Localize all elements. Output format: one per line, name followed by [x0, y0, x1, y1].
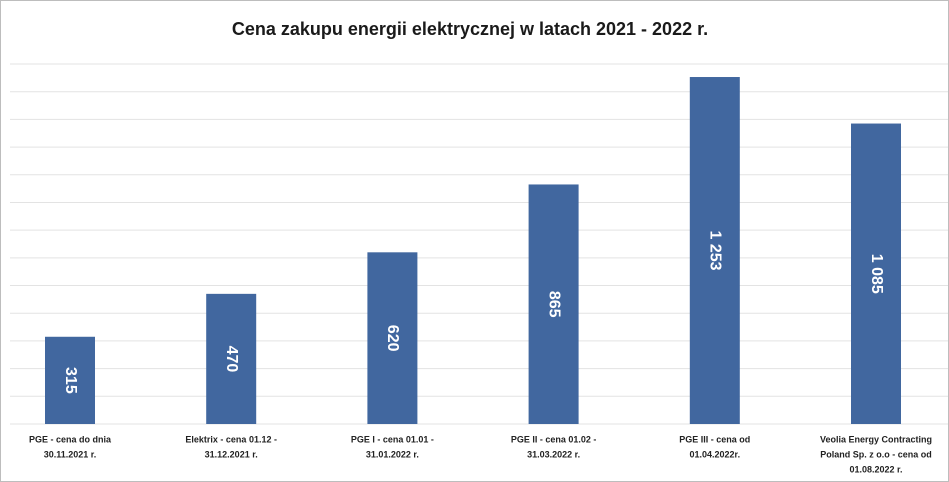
bar	[206, 293, 257, 424]
x-tick-label: PGE I - cena 01.01 -	[351, 434, 434, 444]
x-tick-label: Poland Sp. z o.o - cena od	[820, 449, 932, 459]
x-tick-label: 30.11.2021 r.	[44, 449, 97, 459]
x-tick-label: PGE III - cena od	[679, 434, 750, 444]
value-label: 470	[223, 346, 240, 373]
x-tick-label: 31.12.2021 r.	[205, 449, 258, 459]
bar	[45, 336, 95, 424]
x-tick-label: Elektrix - cena 01.12 -	[185, 434, 277, 444]
chart-title: Cena zakupu energii elektrycznej w latac…	[232, 19, 708, 39]
value-label: 315	[62, 367, 79, 394]
x-tick-label: PGE - cena do dnia	[29, 434, 112, 444]
value-label: 865	[545, 291, 562, 318]
bar	[528, 184, 579, 424]
value-label: 1 253	[707, 230, 724, 270]
x-tick-label: Veolia Energy Contracting	[820, 434, 932, 444]
x-tick-label: 01.08.2022 r.	[849, 464, 902, 474]
x-tick-label: 01.04.2022r.	[690, 449, 741, 459]
x-tick-label: 31.01.2022 r.	[366, 449, 419, 459]
bar	[367, 252, 418, 424]
value-label: 1 085	[868, 254, 885, 294]
value-label: 620	[384, 325, 401, 352]
x-tick-label: PGE II - cena 01.02 -	[511, 434, 597, 444]
bar	[851, 123, 901, 425]
x-tick-label: 31.03.2022 r.	[527, 449, 580, 459]
bar	[689, 77, 740, 424]
